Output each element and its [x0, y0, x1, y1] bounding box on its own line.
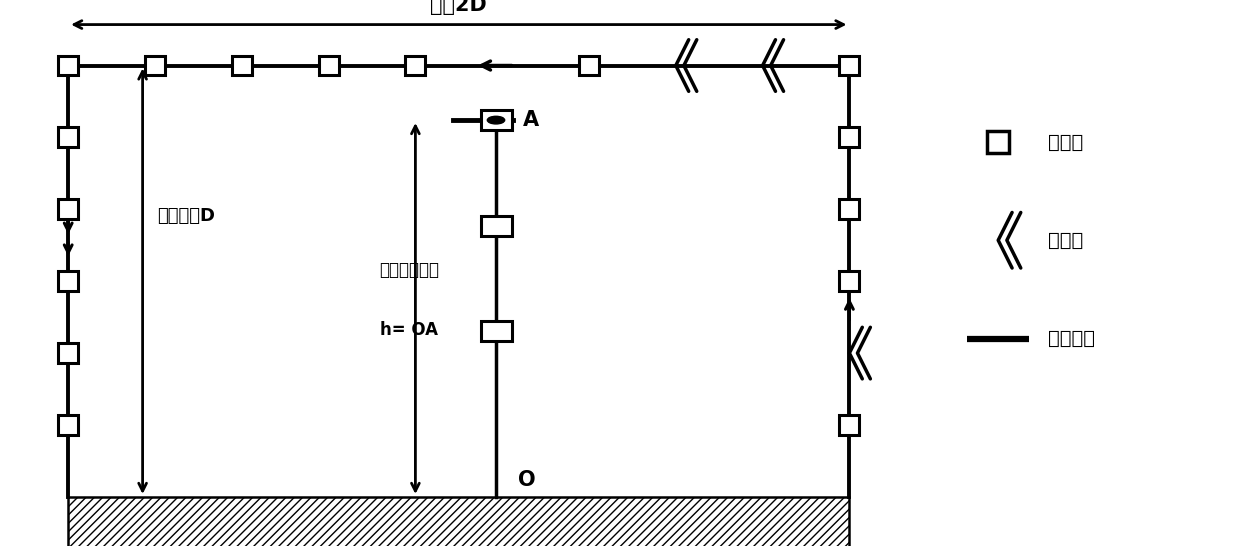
- Text: A: A: [523, 110, 539, 130]
- Bar: [145, 56, 165, 75]
- Bar: [481, 216, 511, 236]
- Bar: [481, 321, 511, 341]
- Bar: [839, 199, 859, 219]
- Bar: [58, 271, 78, 291]
- Bar: [987, 131, 1009, 153]
- Bar: [58, 415, 78, 435]
- Bar: [319, 56, 339, 75]
- Text: 边长2D: 边长2D: [430, 0, 487, 15]
- Bar: [58, 199, 78, 219]
- Text: h= OA: h= OA: [381, 322, 438, 339]
- Text: 测试点: 测试点: [1048, 133, 1083, 151]
- Bar: [481, 110, 511, 130]
- Bar: [58, 343, 78, 363]
- Text: 测试高度D: 测试高度D: [157, 207, 216, 224]
- Bar: [839, 127, 859, 147]
- Bar: [839, 56, 859, 75]
- Bar: [58, 56, 78, 75]
- Bar: [58, 127, 78, 147]
- Text: O: O: [518, 470, 536, 490]
- Text: 飞行轨迹: 飞行轨迹: [1048, 329, 1095, 348]
- Text: 无人机: 无人机: [1048, 231, 1083, 250]
- Bar: [839, 271, 859, 291]
- Bar: [232, 56, 252, 75]
- Bar: [405, 56, 425, 75]
- Bar: [68, 497, 849, 546]
- Bar: [579, 56, 599, 75]
- Circle shape: [487, 116, 505, 124]
- Bar: [839, 415, 859, 435]
- Text: 目标天线高度: 目标天线高度: [379, 262, 439, 279]
